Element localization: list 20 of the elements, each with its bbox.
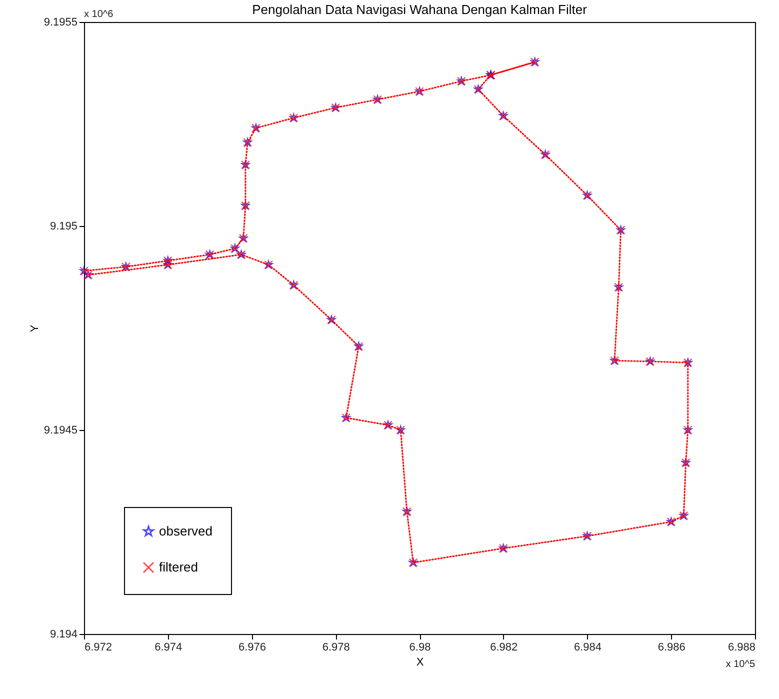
x-tick-label: 6.984	[574, 642, 602, 654]
x-tick-label: 6.982	[490, 642, 518, 654]
chart-title: Pengolahan Data Navigasi Wahana Dengan Kalman Filter	[252, 2, 588, 17]
y-tick-label: 9.194	[50, 628, 78, 640]
y-tick-label: 9.1945	[44, 424, 78, 436]
y-tick-label: 9.195	[50, 220, 78, 232]
legend-label: filtered	[159, 560, 198, 574]
x-tick-label: 6.986	[658, 642, 686, 654]
x-axis-title: X	[416, 656, 424, 668]
text: x 10^5	[726, 659, 756, 670]
x-tick-label: 6.972	[84, 642, 112, 654]
x-tick-label: 6.978	[322, 642, 350, 654]
x-tick-label: 6.988	[728, 642, 756, 654]
x-tick-label: 6.974	[154, 642, 182, 654]
y-tick-label: 9.1955	[44, 16, 78, 28]
x-tick-label: 6.98	[409, 642, 431, 654]
y-axis-title: Y	[28, 324, 41, 332]
legend-label: observed	[159, 524, 212, 538]
x-tick-label: 6.976	[238, 642, 266, 654]
text: x 10^6	[84, 9, 114, 20]
